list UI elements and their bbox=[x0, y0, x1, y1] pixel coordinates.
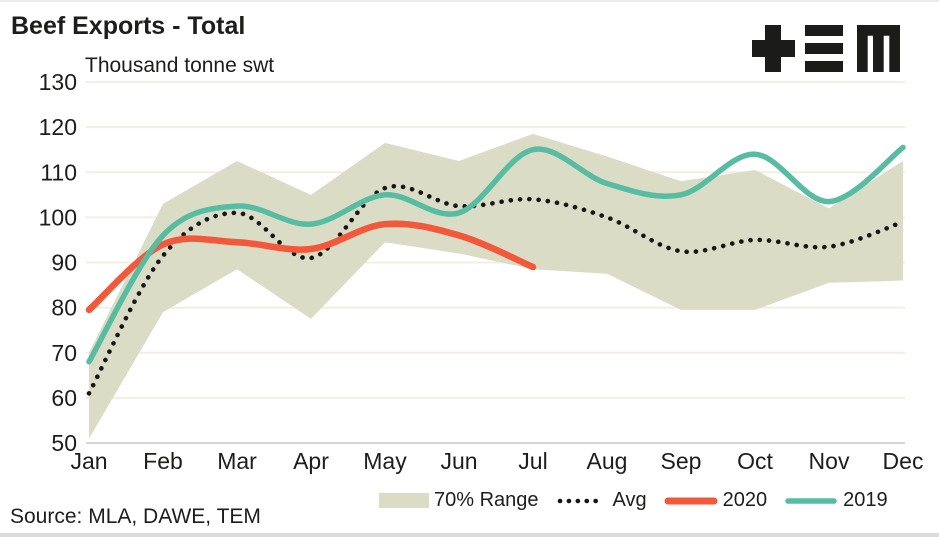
y-tick-label-110: 110 bbox=[40, 159, 77, 185]
x-tick-label-jul: Jul bbox=[518, 448, 547, 474]
y-tick-label-90: 90 bbox=[51, 250, 77, 276]
legend-item-range: 70% Range bbox=[379, 489, 539, 512]
x-tick-label-may: May bbox=[363, 448, 407, 474]
series-line-2020 bbox=[85, 220, 537, 314]
x-tick-label-aug: Aug bbox=[587, 448, 628, 474]
y-tick-label-70: 70 bbox=[51, 340, 77, 366]
y-tick-label-80: 80 bbox=[51, 295, 77, 321]
dotted-line-icon bbox=[557, 498, 606, 503]
legend-item-avg: Avg bbox=[556, 489, 647, 512]
logo-m bbox=[857, 25, 900, 72]
x-tick-label-sep: Sep bbox=[661, 448, 702, 474]
chart-title: Beef Exports - Total bbox=[11, 12, 246, 40]
legend-item-2019: 2019 bbox=[784, 489, 888, 512]
y-tick-label-60: 60 bbox=[51, 385, 77, 411]
legend-label-2019: 2019 bbox=[843, 489, 888, 511]
range-band bbox=[89, 133, 903, 439]
chart-unit-label: Thousand tonne swt bbox=[85, 54, 275, 77]
chart-legend: 70% Range Avg 2020 2019 bbox=[379, 489, 888, 512]
y-tick-label-50: 50 bbox=[51, 430, 77, 456]
band-swatch-icon bbox=[379, 493, 429, 508]
x-tick-label-dec: Dec bbox=[883, 448, 924, 474]
logo-plus-horizontal bbox=[752, 40, 795, 57]
series-line-avg bbox=[86, 184, 906, 396]
logo-bar-2 bbox=[805, 43, 843, 54]
y-tick-label-100: 100 bbox=[39, 204, 77, 230]
y-tick-label-130: 130 bbox=[39, 69, 77, 95]
logo-bar-1 bbox=[805, 25, 843, 36]
x-tick-label-apr: Apr bbox=[293, 448, 329, 474]
y-tick-label-120: 120 bbox=[39, 114, 77, 140]
x-tick-label-mar: Mar bbox=[217, 448, 257, 474]
tem-logo bbox=[752, 25, 900, 72]
x-tick-label-nov: Nov bbox=[809, 448, 850, 474]
bottom-border bbox=[0, 533, 939, 537]
x-tick-label-jun: Jun bbox=[440, 448, 477, 474]
teal-line-icon bbox=[785, 497, 837, 504]
series-line-2019 bbox=[86, 144, 906, 365]
legend-item-2020: 2020 bbox=[664, 489, 768, 512]
x-tick-label-feb: Feb bbox=[143, 448, 183, 474]
orange-line-icon bbox=[664, 497, 718, 504]
top-border bbox=[0, 0, 939, 2]
logo-bar-3 bbox=[805, 61, 843, 72]
source-note: Source: MLA, DAWE, TEM bbox=[10, 505, 261, 528]
legend-label-range: 70% Range bbox=[434, 489, 539, 511]
legend-label-avg: Avg bbox=[612, 489, 647, 511]
x-tick-label-oct: Oct bbox=[737, 448, 773, 474]
legend-label-2020: 2020 bbox=[722, 489, 768, 511]
x-tick-label-jan: Jan bbox=[70, 448, 107, 474]
